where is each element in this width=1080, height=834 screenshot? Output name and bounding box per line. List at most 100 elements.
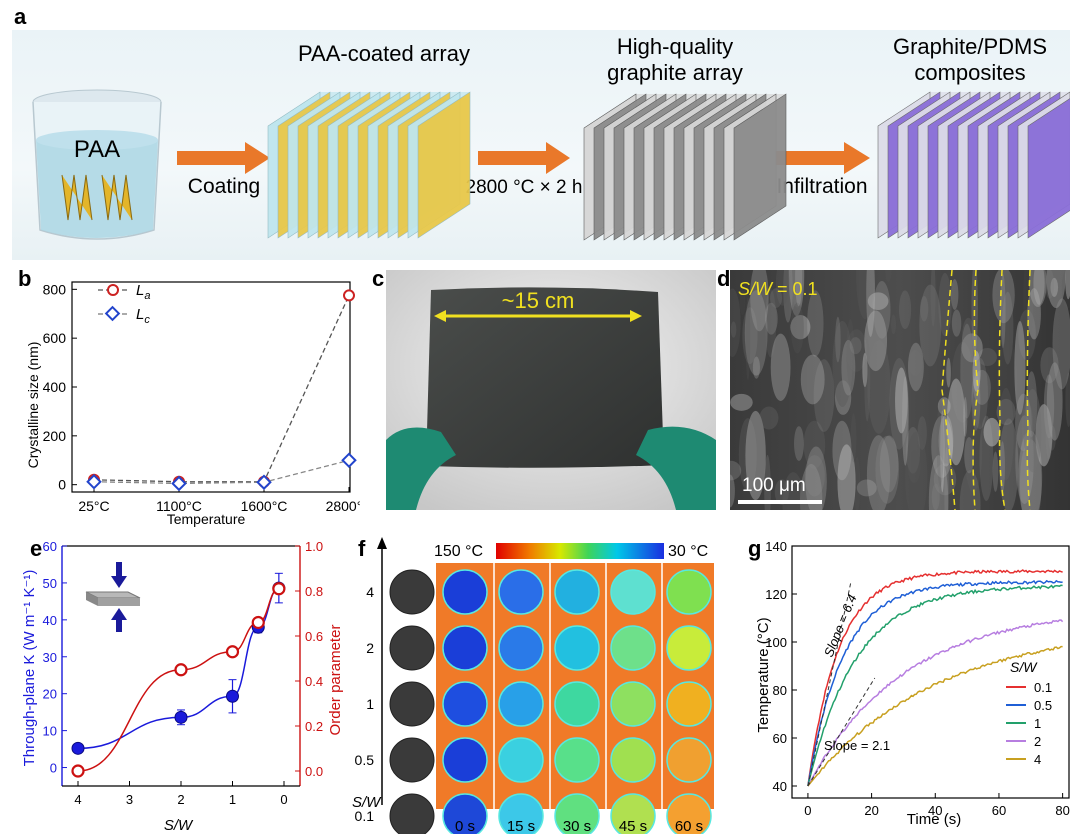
thermal-disc	[610, 793, 656, 834]
ytick-left-label: 40	[43, 613, 57, 628]
sem-grain	[856, 270, 874, 320]
thermal-disc	[442, 737, 488, 783]
sem-grain	[774, 479, 789, 506]
legend-label: 1	[1034, 716, 1041, 731]
sem-grain	[950, 279, 959, 310]
sem-grain	[837, 444, 856, 510]
slope-high-label: Slope = 6.4	[821, 592, 860, 659]
sem-grain	[770, 333, 791, 401]
thermal-disc	[610, 625, 656, 671]
sem-grain	[813, 359, 835, 432]
time-label: 0 s	[455, 818, 475, 834]
sem-grain	[1015, 393, 1032, 452]
ytick-label: 40	[773, 779, 787, 794]
legend-lc: Lc	[136, 306, 150, 326]
sem-grain	[807, 290, 824, 357]
sem-grain	[1027, 288, 1041, 340]
sem-grain	[951, 309, 962, 337]
ytick-label: 100	[765, 635, 787, 650]
sem-grain	[856, 479, 877, 497]
sem-grain	[730, 393, 753, 411]
xtick-label: 4	[74, 792, 81, 807]
sem-grain	[795, 270, 803, 307]
composite-array-image	[877, 91, 1080, 239]
sem-grain	[835, 316, 841, 363]
sample-photo-disc	[389, 793, 435, 834]
ytick-right-label: 0.8	[305, 584, 323, 599]
sem-grain	[752, 356, 760, 379]
sem-grain	[977, 347, 997, 367]
sem-grain	[744, 290, 768, 376]
sem-grain	[875, 435, 900, 504]
time-label: 15 s	[507, 818, 535, 834]
panel-f-thermal-images: 150 °C 30 °C 4 2 1 0.5 0.1 S/W 0 s 15 s 30 s 45…	[352, 537, 714, 834]
panel-letter-b: b	[18, 266, 32, 291]
sem-grain	[739, 290, 746, 315]
panel-e-ylabel-right: Order parameter	[327, 625, 344, 736]
legend-label: 0.5	[1034, 698, 1052, 713]
sem-grain	[996, 398, 1016, 426]
sem-grain	[979, 415, 994, 502]
panel-g-legend-title: S/W	[1010, 659, 1038, 675]
sem-grain	[745, 410, 766, 501]
stage2-title-line2: graphite array	[607, 60, 743, 85]
sem-grain	[1035, 404, 1053, 467]
colorbar-max-label: 150 °C	[434, 543, 483, 560]
sem-grain	[759, 406, 779, 430]
sem-grain	[944, 447, 949, 510]
sem-grain	[1043, 374, 1055, 439]
arrow-heating-label: 2800 °C × 2 h	[466, 177, 583, 198]
sem-grain	[1023, 388, 1042, 473]
sem-grain	[832, 320, 853, 408]
thermal-disc	[498, 681, 544, 727]
sample-photo-disc	[389, 681, 435, 727]
sample-photo-disc	[389, 737, 435, 783]
stage2-title-line1: High-quality	[617, 34, 733, 59]
sem-grain	[790, 302, 804, 354]
sem-grain	[803, 420, 826, 469]
thermal-disc	[442, 793, 488, 834]
panel-b-chart: 0 200 400 600 800 25°C 1100°C 1600°C 2800°C Crys…	[25, 281, 360, 527]
panel-d-sem-image: S/W = 0.1 100 μm	[730, 270, 1070, 510]
sem-grain	[1040, 347, 1059, 384]
sem-grain	[745, 297, 751, 381]
thermal-disc	[666, 625, 712, 671]
arrow-coating	[177, 142, 270, 174]
sem-grain	[905, 431, 928, 510]
sem-grain	[864, 310, 888, 372]
glove-right	[636, 426, 716, 510]
sem-grain	[920, 296, 929, 322]
sem-grain	[895, 367, 908, 434]
sem-grain	[800, 354, 825, 405]
xtick-label: 1	[229, 792, 236, 807]
stage3-title-line1: Graphite/PDMS	[893, 34, 1047, 59]
sem-grain	[999, 418, 1019, 510]
slope-low-label: Slope = 2.1	[824, 738, 890, 753]
ytick-label: 140	[765, 539, 787, 554]
sem-grain	[1065, 270, 1070, 300]
sem-grain	[937, 397, 951, 416]
series-line-0.5	[807, 579, 1063, 787]
ytick-left-label: 0	[50, 761, 57, 776]
ytick-label: 0	[58, 477, 66, 493]
sem-grain	[963, 396, 968, 437]
thermal-disc	[554, 569, 600, 615]
sem-grain	[905, 426, 921, 474]
sem-grain	[908, 349, 923, 376]
sem-grain	[1046, 362, 1063, 441]
sem-grain	[983, 417, 1001, 447]
sem-grain	[862, 352, 868, 388]
series-line-1	[807, 584, 1063, 787]
sem-grain	[1018, 430, 1043, 510]
thermal-disc	[498, 737, 544, 783]
xtick-label: 80	[1055, 803, 1069, 818]
sem-grain	[850, 413, 857, 463]
ytick-right-label: 0.6	[305, 629, 323, 644]
panel-g-ylabel: Temperature (°C)	[755, 617, 772, 732]
thermal-disc	[610, 681, 656, 727]
row-label: 0.1	[355, 808, 375, 824]
point-order	[251, 615, 265, 630]
row-label: 4	[366, 584, 374, 600]
stack-sheet	[417, 91, 471, 239]
graphite-sample	[426, 287, 664, 468]
